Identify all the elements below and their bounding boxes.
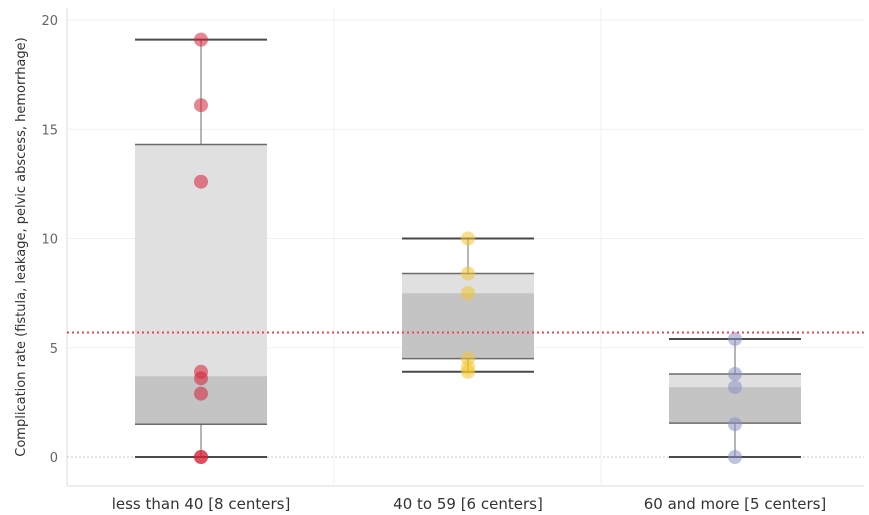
data-point — [461, 266, 475, 281]
x-axis: less than 40 [8 centers] 40 to 59 [6 cent… — [112, 495, 827, 513]
x-category-label: less than 40 [8 centers] — [112, 495, 291, 513]
y-tick-label: 10 — [41, 233, 58, 248]
data-point — [461, 364, 475, 379]
data-point — [194, 450, 208, 464]
y-tick-label: 15 — [41, 123, 58, 138]
data-point — [461, 231, 475, 246]
data-point — [194, 174, 208, 189]
box-upper — [402, 273, 534, 294]
data-point — [461, 286, 475, 301]
box-lower — [402, 293, 534, 359]
data-points — [194, 32, 742, 464]
data-point — [728, 366, 742, 381]
x-category-label: 40 to 59 [6 centers] — [393, 495, 543, 513]
y-tick-label: 20 — [41, 14, 58, 29]
y-tick-label: 0 — [50, 451, 58, 466]
data-point — [728, 380, 742, 395]
data-point — [194, 32, 208, 47]
data-point — [728, 332, 742, 347]
y-axis: 0 5 10 15 20 — [41, 14, 58, 466]
data-point — [194, 98, 208, 113]
data-point — [194, 386, 208, 401]
data-point — [194, 371, 208, 386]
data-point — [728, 450, 742, 464]
y-tick-label: 5 — [50, 342, 58, 357]
x-category-label: 60 and more [5 centers] — [644, 495, 827, 513]
data-point — [728, 417, 742, 432]
boxes — [135, 38, 801, 458]
y-axis-title: Complication rate (fistula, leakage, pel… — [14, 37, 29, 456]
